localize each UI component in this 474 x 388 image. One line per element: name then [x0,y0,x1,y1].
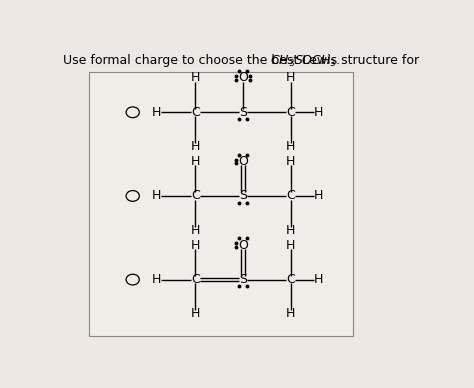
Text: C: C [191,189,200,203]
Text: S: S [239,273,247,286]
Text: H: H [152,273,161,286]
Text: H: H [191,155,200,168]
Text: H: H [191,224,200,237]
Text: H: H [313,106,323,119]
Text: H: H [313,189,323,203]
Text: H: H [286,155,295,168]
Text: Use formal charge to choose the best Lewis structure for: Use formal charge to choose the best Lew… [63,54,423,67]
Text: H: H [191,140,200,153]
Text: C: C [286,106,295,119]
Text: H: H [152,106,161,119]
Text: $CH_3SOCH_3$.: $CH_3SOCH_3$. [271,54,341,69]
Text: H: H [286,239,295,252]
Text: H: H [313,273,323,286]
Text: H: H [286,140,295,153]
Text: H: H [286,71,295,85]
Text: H: H [191,71,200,85]
Text: C: C [191,106,200,119]
Text: C: C [191,273,200,286]
Text: C: C [286,273,295,286]
Text: S: S [239,106,247,119]
Text: H: H [286,307,295,320]
Text: H: H [191,239,200,252]
Text: O: O [238,71,248,85]
Text: O: O [238,239,248,252]
Text: H: H [286,224,295,237]
Text: H: H [152,189,161,203]
Text: S: S [239,189,247,203]
FancyBboxPatch shape [89,72,353,336]
Text: C: C [286,189,295,203]
Text: H: H [191,307,200,320]
Text: O: O [238,155,248,168]
